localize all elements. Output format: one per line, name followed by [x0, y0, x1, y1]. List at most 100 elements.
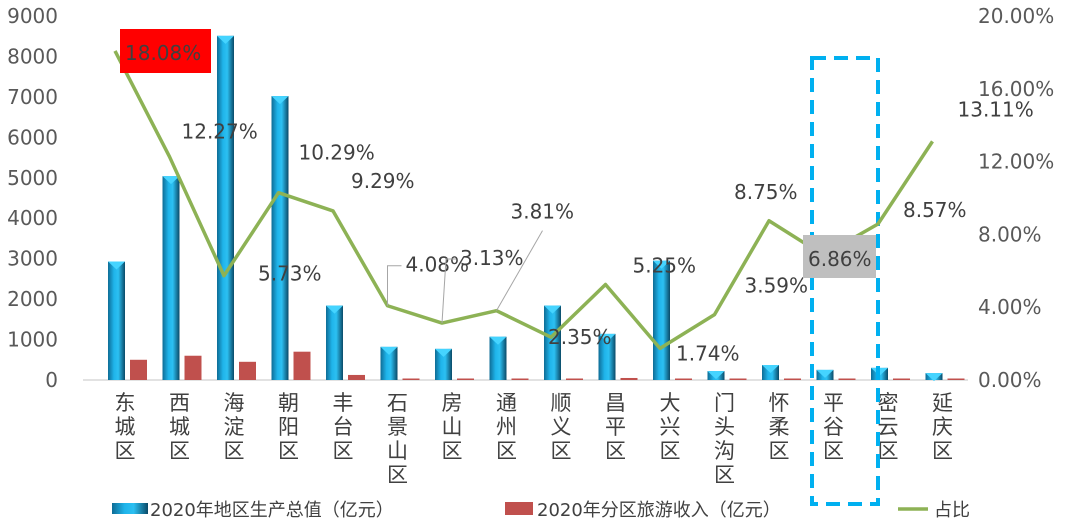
tourism-bar: [130, 359, 147, 380]
ratio-data-label: 10.29%: [299, 141, 375, 165]
tourism-bar: [566, 378, 583, 380]
category-label: 西城区: [169, 391, 190, 463]
left-axis: 0 1000 2000 3000 4000 5000 6000 7000 8000 9000: [7, 4, 58, 392]
left-tick-label: 6000: [7, 125, 58, 149]
tourism-bar: [184, 355, 202, 380]
category-label: 丰台区: [333, 391, 354, 463]
legend-label-gdp: 2020年地区生产总值（亿元）: [150, 500, 394, 521]
right-tick-label: 20.00%: [978, 4, 1054, 28]
tourism-bar: [511, 378, 529, 380]
gdp-bar: [326, 305, 343, 380]
gdp-bar: [271, 96, 289, 380]
gdp-bar-cap: [925, 373, 943, 382]
left-tick-label: 5000: [7, 166, 58, 190]
tourism-bar: [402, 378, 420, 380]
right-tick-label: 12.00%: [978, 150, 1054, 174]
left-tick-label: 7000: [7, 85, 58, 109]
category-label: 通州区: [496, 391, 517, 463]
gdp-bar-cap: [271, 96, 289, 105]
ratio-data-label: 8.75%: [734, 180, 798, 204]
gdp-bar: [435, 348, 452, 380]
gdp-bar: [544, 305, 561, 380]
ratio-data-label: 6.86%: [808, 247, 872, 271]
gdp-bar: [598, 333, 616, 380]
leader-line: [387, 265, 402, 306]
tourism-bar: [348, 374, 365, 380]
gdp-bar-cap: [598, 333, 616, 342]
tourism-bar: [729, 378, 747, 380]
tourism-bar: [293, 351, 311, 380]
ratio-data-label: 13.11%: [958, 97, 1034, 121]
ratio-data-label: 5.25%: [633, 253, 697, 277]
tourism-bar: [784, 378, 801, 380]
highlight-label-bg: [803, 235, 876, 278]
ratio-data-label: 12.27%: [182, 120, 258, 144]
legend-label-ratio: 占比: [934, 500, 970, 521]
gdp-bar-cap: [489, 336, 507, 345]
gdp-bar: [653, 260, 670, 380]
ratio-data-label: 2.35%: [548, 325, 612, 349]
gdp-bar-cap: [707, 371, 725, 380]
gdp-bar-cap: [326, 305, 343, 314]
tourism-bar: [947, 378, 965, 380]
gdp-bar: [108, 261, 125, 380]
left-tick-label: 8000: [7, 44, 58, 68]
right-tick-label: 16.00%: [978, 77, 1054, 101]
legend-label-tourism: 2020年分区旅游收入（亿元）: [537, 500, 781, 521]
category-label: 门头沟区: [714, 391, 735, 487]
gdp-bar-cap: [380, 346, 398, 355]
ratio-data-label: 4.08%: [406, 253, 470, 277]
gdp-bar-cap: [217, 35, 234, 44]
ratio-data-label: 3.13%: [460, 246, 524, 270]
ratio-data-label: 1.74%: [676, 341, 740, 365]
gdp-bar-cap: [653, 260, 670, 269]
category-label: 密云区: [878, 391, 899, 463]
ratio-data-label: 9.29%: [351, 169, 415, 193]
gdp-bar: [380, 346, 398, 380]
category-label: 昌平区: [605, 391, 626, 463]
leader-line: [441, 258, 456, 324]
category-label: 房山区: [442, 391, 463, 463]
tourism-bar: [893, 378, 910, 380]
category-label: 东城区: [115, 391, 136, 463]
tourism-bar: [457, 378, 474, 380]
tourism-bar: [838, 378, 856, 380]
right-axis: 0.00% 4.00% 8.00% 12.00% 16.00% 20.00%: [978, 4, 1054, 392]
legend-swatch-gdp: [112, 503, 148, 514]
gdp-bar: [217, 35, 234, 380]
category-label: 石景山区: [387, 391, 408, 487]
gdp-bar-cap: [435, 348, 452, 357]
category-label: 怀柔区: [769, 391, 790, 463]
right-tick-label: 8.00%: [978, 222, 1042, 246]
left-tick-label: 9000: [7, 4, 58, 28]
gdp-bar-cap: [162, 176, 180, 185]
ratio-data-label: 18.08%: [125, 41, 201, 65]
ratio-line: [113, 50, 934, 351]
left-tick-label: 4000: [7, 206, 58, 230]
gdp-bar: [162, 176, 180, 380]
left-tick-label: 1000: [7, 328, 58, 352]
category-label: 顺义区: [551, 391, 572, 463]
tourism-bar: [239, 361, 256, 380]
gdp-bar-cap: [762, 365, 779, 374]
gdp-bar-cap: [544, 305, 561, 314]
category-label: 大兴区: [660, 391, 681, 463]
legend-swatch-tourism: [505, 502, 533, 515]
left-tick-label: 2000: [7, 287, 58, 311]
right-tick-label: 4.00%: [978, 295, 1042, 319]
left-tick-label: 0: [45, 368, 58, 392]
ratio-data-label: 8.57%: [903, 198, 967, 222]
tourism-bar: [675, 378, 692, 380]
ratio-data-label: 5.73%: [258, 262, 322, 286]
highlight-box-pinggu: [810, 56, 880, 506]
left-tick-label: 3000: [7, 247, 58, 271]
legend: 2020年地区生产总值（亿元） 2020年分区旅游收入（亿元） 占比: [112, 500, 970, 521]
tourism-bar: [620, 377, 638, 380]
category-label: 海淀区: [224, 391, 245, 463]
gdp-bar-cap: [816, 369, 834, 378]
right-tick-label: 0.00%: [978, 368, 1042, 392]
gdp-bar: [489, 336, 507, 380]
category-label: 朝阳区: [278, 391, 299, 463]
category-label: 延庆区: [932, 391, 953, 463]
